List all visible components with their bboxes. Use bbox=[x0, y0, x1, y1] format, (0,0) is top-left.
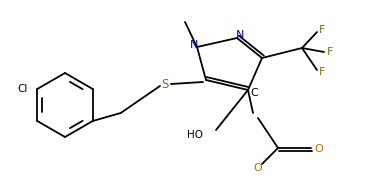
Text: F: F bbox=[327, 47, 333, 57]
Text: HO: HO bbox=[187, 130, 203, 140]
Text: Cl: Cl bbox=[17, 84, 27, 94]
Text: N: N bbox=[236, 30, 244, 40]
Text: F: F bbox=[319, 25, 325, 35]
Text: ⁻: ⁻ bbox=[263, 157, 267, 165]
Text: N: N bbox=[190, 40, 198, 50]
Text: O: O bbox=[254, 163, 262, 173]
Text: O: O bbox=[315, 144, 324, 154]
Text: C: C bbox=[250, 88, 258, 98]
Text: S: S bbox=[161, 79, 169, 92]
Text: F: F bbox=[319, 67, 325, 77]
